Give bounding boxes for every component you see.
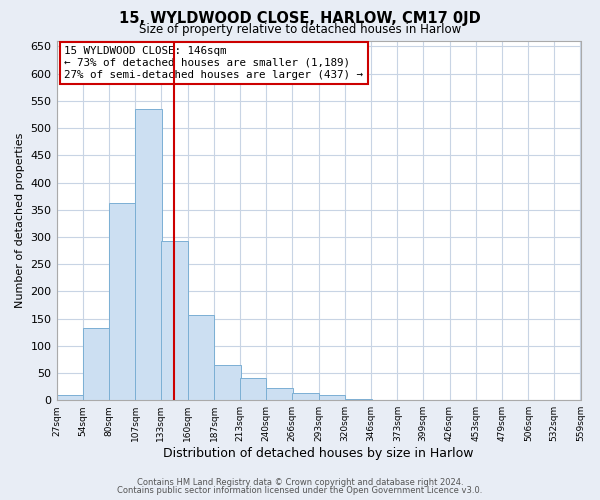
Text: Contains HM Land Registry data © Crown copyright and database right 2024.: Contains HM Land Registry data © Crown c… [137, 478, 463, 487]
Text: 15, WYLDWOOD CLOSE, HARLOW, CM17 0JD: 15, WYLDWOOD CLOSE, HARLOW, CM17 0JD [119, 12, 481, 26]
Bar [345, 399, 372, 400]
Text: Contains public sector information licensed under the Open Government Licence v3: Contains public sector information licen… [118, 486, 482, 495]
Bar [240, 378, 266, 400]
X-axis label: Distribution of detached houses by size in Harlow: Distribution of detached houses by size … [163, 447, 474, 460]
Bar [292, 392, 319, 400]
Bar [136, 109, 162, 400]
Bar [83, 328, 110, 400]
Bar [188, 315, 214, 400]
Y-axis label: Number of detached properties: Number of detached properties [15, 133, 25, 308]
Bar [319, 395, 345, 400]
Bar [109, 202, 136, 400]
Bar [56, 395, 83, 400]
Bar [161, 240, 188, 400]
Bar [214, 365, 241, 400]
Bar [266, 388, 293, 400]
Text: Size of property relative to detached houses in Harlow: Size of property relative to detached ho… [139, 22, 461, 36]
Text: 15 WYLDWOOD CLOSE: 146sqm
← 73% of detached houses are smaller (1,189)
27% of se: 15 WYLDWOOD CLOSE: 146sqm ← 73% of detac… [64, 46, 364, 80]
